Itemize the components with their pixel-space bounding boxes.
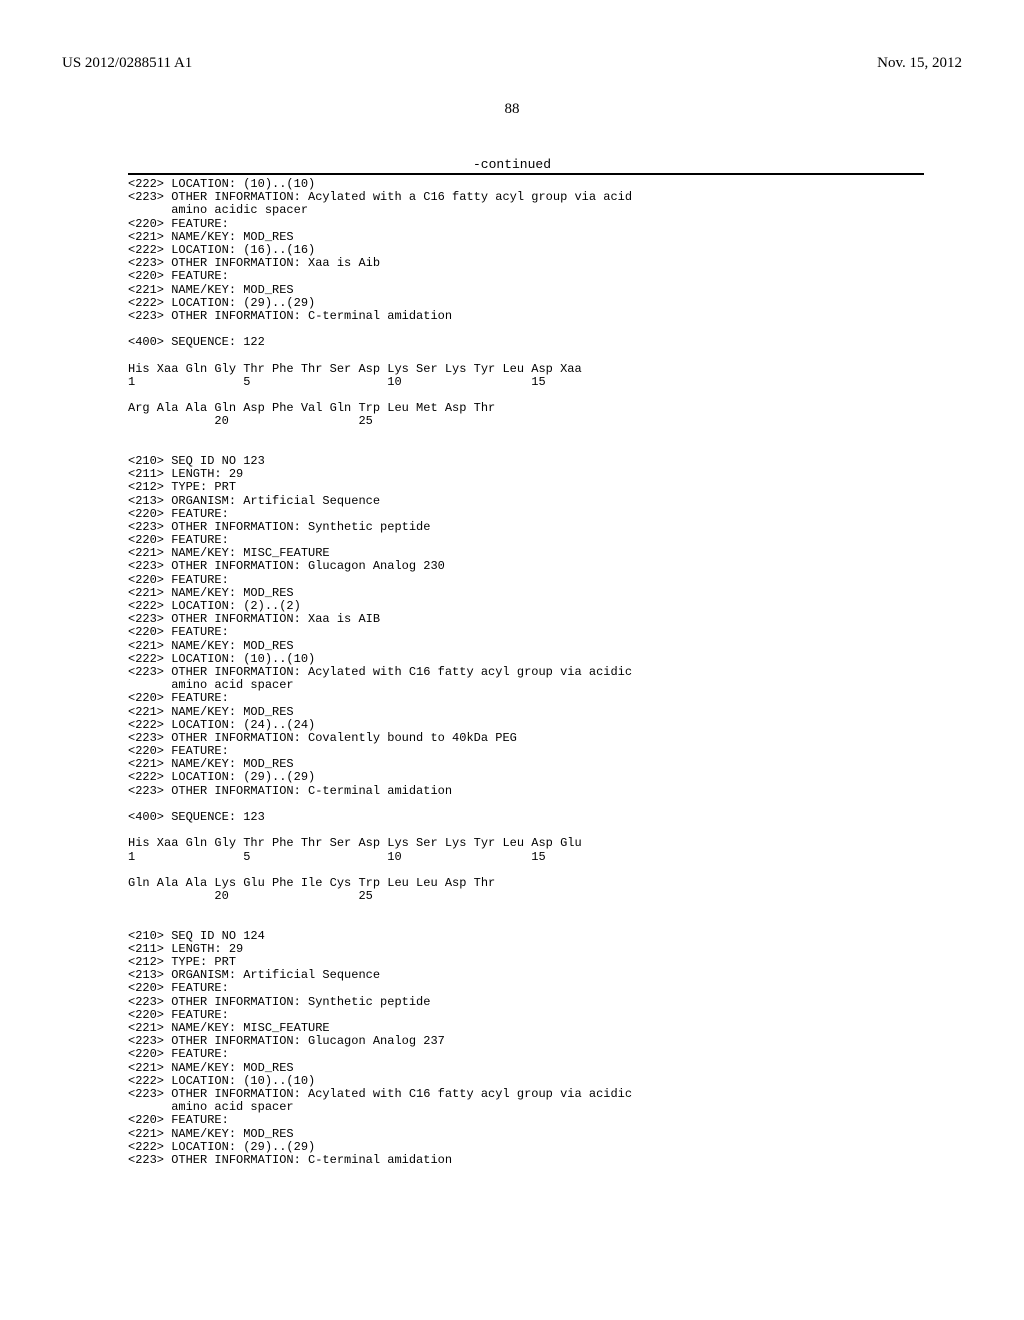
section-rule (128, 173, 924, 175)
publication-date: Nov. 15, 2012 (877, 55, 962, 72)
publication-number: US 2012/0288511 A1 (62, 55, 192, 72)
page-header: US 2012/0288511 A1 Nov. 15, 2012 (0, 55, 1024, 72)
page-number: 88 (0, 101, 1024, 118)
continued-label: -continued (0, 157, 1024, 172)
sequence-listing: <222> LOCATION: (10)..(10) <223> OTHER I… (128, 178, 924, 1167)
